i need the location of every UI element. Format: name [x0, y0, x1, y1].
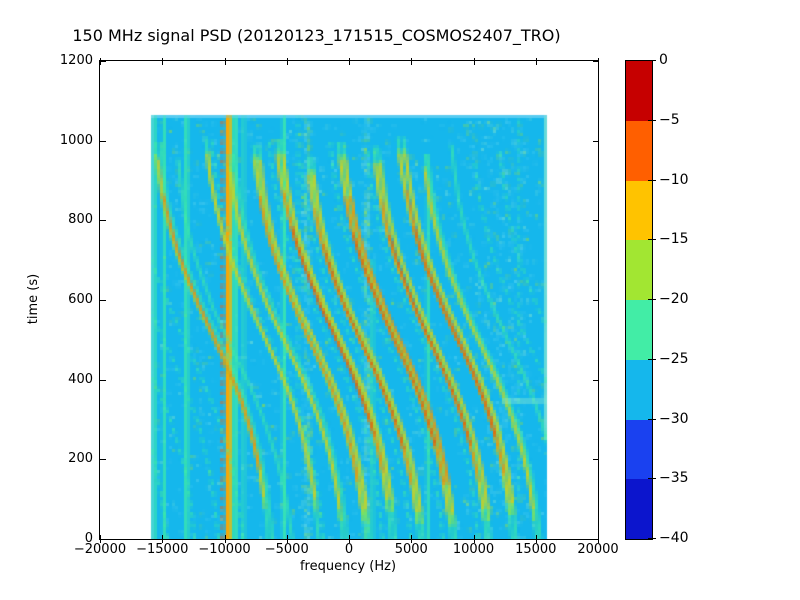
spectrogram-canvas	[100, 61, 598, 539]
colorbar	[625, 60, 653, 540]
y-tick-label: 1200	[59, 53, 93, 68]
colorbar-tick-mark	[648, 538, 656, 539]
x-tick-label: −20000	[73, 542, 127, 557]
colorbar-tick-label: −15	[659, 231, 689, 248]
tick-mark	[593, 459, 599, 461]
tick-mark	[99, 379, 106, 381]
y-tick-label: 400	[68, 371, 93, 387]
x-tick-label: −15000	[136, 542, 189, 557]
tick-mark	[99, 459, 106, 461]
colorbar-tick-mark	[648, 119, 656, 121]
x-tick-label: −10000	[198, 542, 251, 557]
colorbar-tick-label: −40	[659, 530, 689, 546]
chart-title: 150 MHz signal PSD (20120123_171515_COSM…	[72, 26, 561, 45]
colorbar-tick-label: −10	[659, 171, 689, 188]
tick-mark	[99, 539, 106, 540]
colorbar-tick-mark	[648, 418, 656, 420]
tick-mark	[593, 539, 599, 540]
colorbar-segment	[626, 300, 652, 360]
tick-mark	[99, 61, 106, 62]
tick-mark	[473, 535, 475, 543]
tick-mark	[286, 58, 288, 65]
x-axis-label: frequency (Hz)	[299, 559, 397, 574]
tick-mark	[411, 58, 413, 65]
colorbar-tick-mark	[648, 358, 656, 360]
tick-mark	[224, 535, 226, 543]
colorbar-segment	[626, 240, 652, 300]
tick-mark	[473, 58, 475, 65]
colorbar-segment	[626, 419, 652, 480]
colorbar-segment	[626, 479, 652, 539]
tick-mark	[593, 379, 599, 381]
tick-mark	[162, 58, 164, 65]
colorbar-tick-mark	[648, 239, 656, 241]
tick-mark	[535, 535, 537, 543]
colorbar-tick-mark	[648, 60, 656, 61]
y-tick-label: 1000	[59, 132, 93, 148]
y-tick-label: 0	[84, 531, 93, 546]
tick-mark	[411, 535, 413, 543]
colorbar-segment	[626, 120, 652, 181]
colorbar-tick-label: −25	[659, 350, 689, 367]
y-tick-label: 800	[68, 212, 93, 228]
tick-mark	[535, 58, 537, 65]
colorbar-tick-label: −35	[659, 470, 689, 487]
colorbar-segment	[626, 180, 652, 241]
x-tick-label: 15000	[515, 542, 557, 557]
colorbar-tick-mark	[648, 478, 656, 480]
x-tick-label: −5000	[264, 542, 309, 557]
tick-mark	[593, 61, 599, 62]
tick-mark	[593, 140, 599, 142]
colorbar-tick-label: −20	[659, 291, 689, 307]
colorbar-tick-mark	[648, 299, 656, 300]
x-tick-label: 5000	[394, 542, 428, 557]
x-tick-label: 10000	[452, 542, 495, 557]
x-tick-label: 20000	[577, 542, 619, 557]
tick-mark	[286, 535, 288, 543]
tick-mark	[99, 300, 106, 301]
tick-mark	[99, 140, 106, 142]
colorbar-tick-mark	[648, 179, 656, 181]
colorbar-segment	[626, 359, 652, 420]
colorbar-segment	[626, 61, 652, 121]
tick-mark	[224, 58, 226, 65]
tick-mark	[162, 535, 164, 543]
colorbar-tick-label: 0	[659, 52, 668, 68]
tick-mark	[349, 535, 350, 543]
tick-mark	[593, 300, 599, 301]
colorbar-tick-label: −30	[659, 410, 689, 427]
tick-mark	[99, 220, 106, 222]
tick-mark	[349, 58, 350, 65]
colorbar-tick-label: −5	[659, 111, 680, 128]
y-tick-label: 600	[68, 292, 93, 307]
tick-mark	[593, 220, 599, 222]
x-tick-label: 0	[344, 542, 354, 557]
y-tick-label: 200	[68, 451, 93, 467]
